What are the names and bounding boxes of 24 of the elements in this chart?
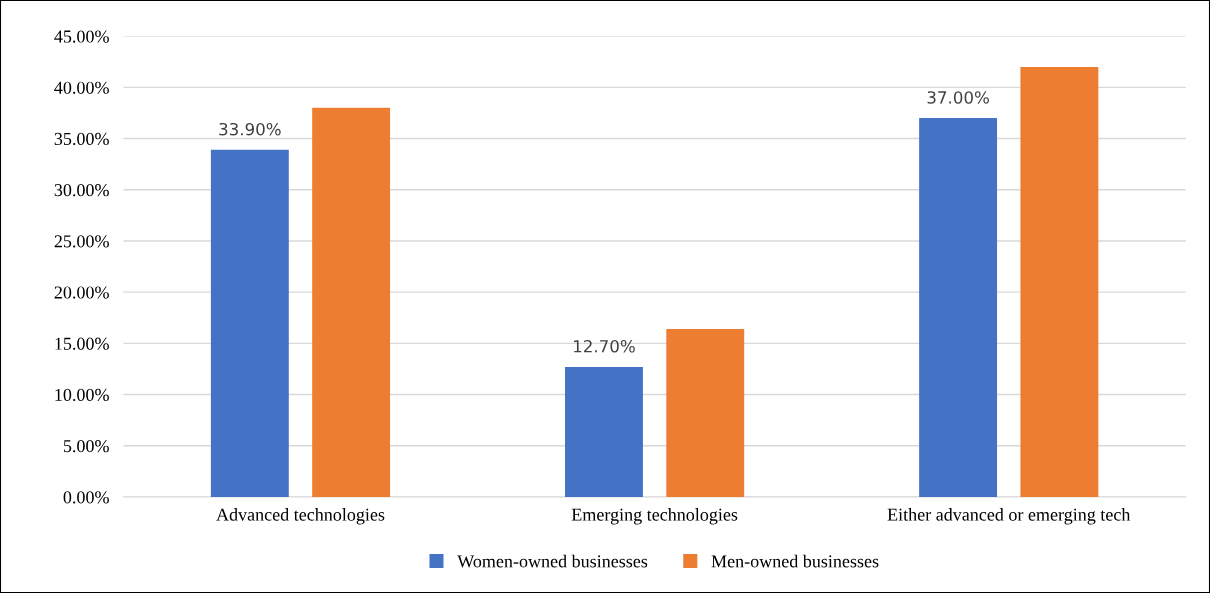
y-tick-label: 15.00%	[55, 337, 109, 350]
bar	[210, 149, 289, 497]
y-tick-label: 40.00%	[54, 81, 109, 94]
legend-label: Women-owned businesses	[457, 554, 648, 568]
y-tick-label: 35.00%	[54, 132, 109, 146]
y-tick-label: 0.00%	[63, 491, 109, 504]
bar	[1020, 66, 1099, 497]
data-label: 37.00%	[927, 91, 989, 104]
legend-label: Men-owned businesses	[711, 554, 879, 568]
bar	[666, 329, 745, 497]
bar	[565, 366, 643, 497]
y-tick-label: 25.00%	[54, 235, 109, 248]
x-tick-label: Advanced technologies	[216, 508, 385, 525]
bar	[312, 107, 391, 497]
y-tick-label: 10.00%	[55, 388, 109, 402]
x-tick-label: Emerging technologies	[571, 508, 738, 525]
y-tick-label: 5.00%	[63, 440, 109, 453]
data-label: 33.90%	[219, 122, 281, 136]
bar	[919, 118, 998, 497]
y-tick-label: 20.00%	[54, 286, 109, 299]
y-tick-label: 45.00%	[54, 30, 109, 43]
y-tick-label: 30.00%	[54, 184, 109, 197]
data-label: 12.70%	[574, 339, 635, 353]
x-tick-label: Either advanced or emerging tech	[887, 508, 1131, 525]
